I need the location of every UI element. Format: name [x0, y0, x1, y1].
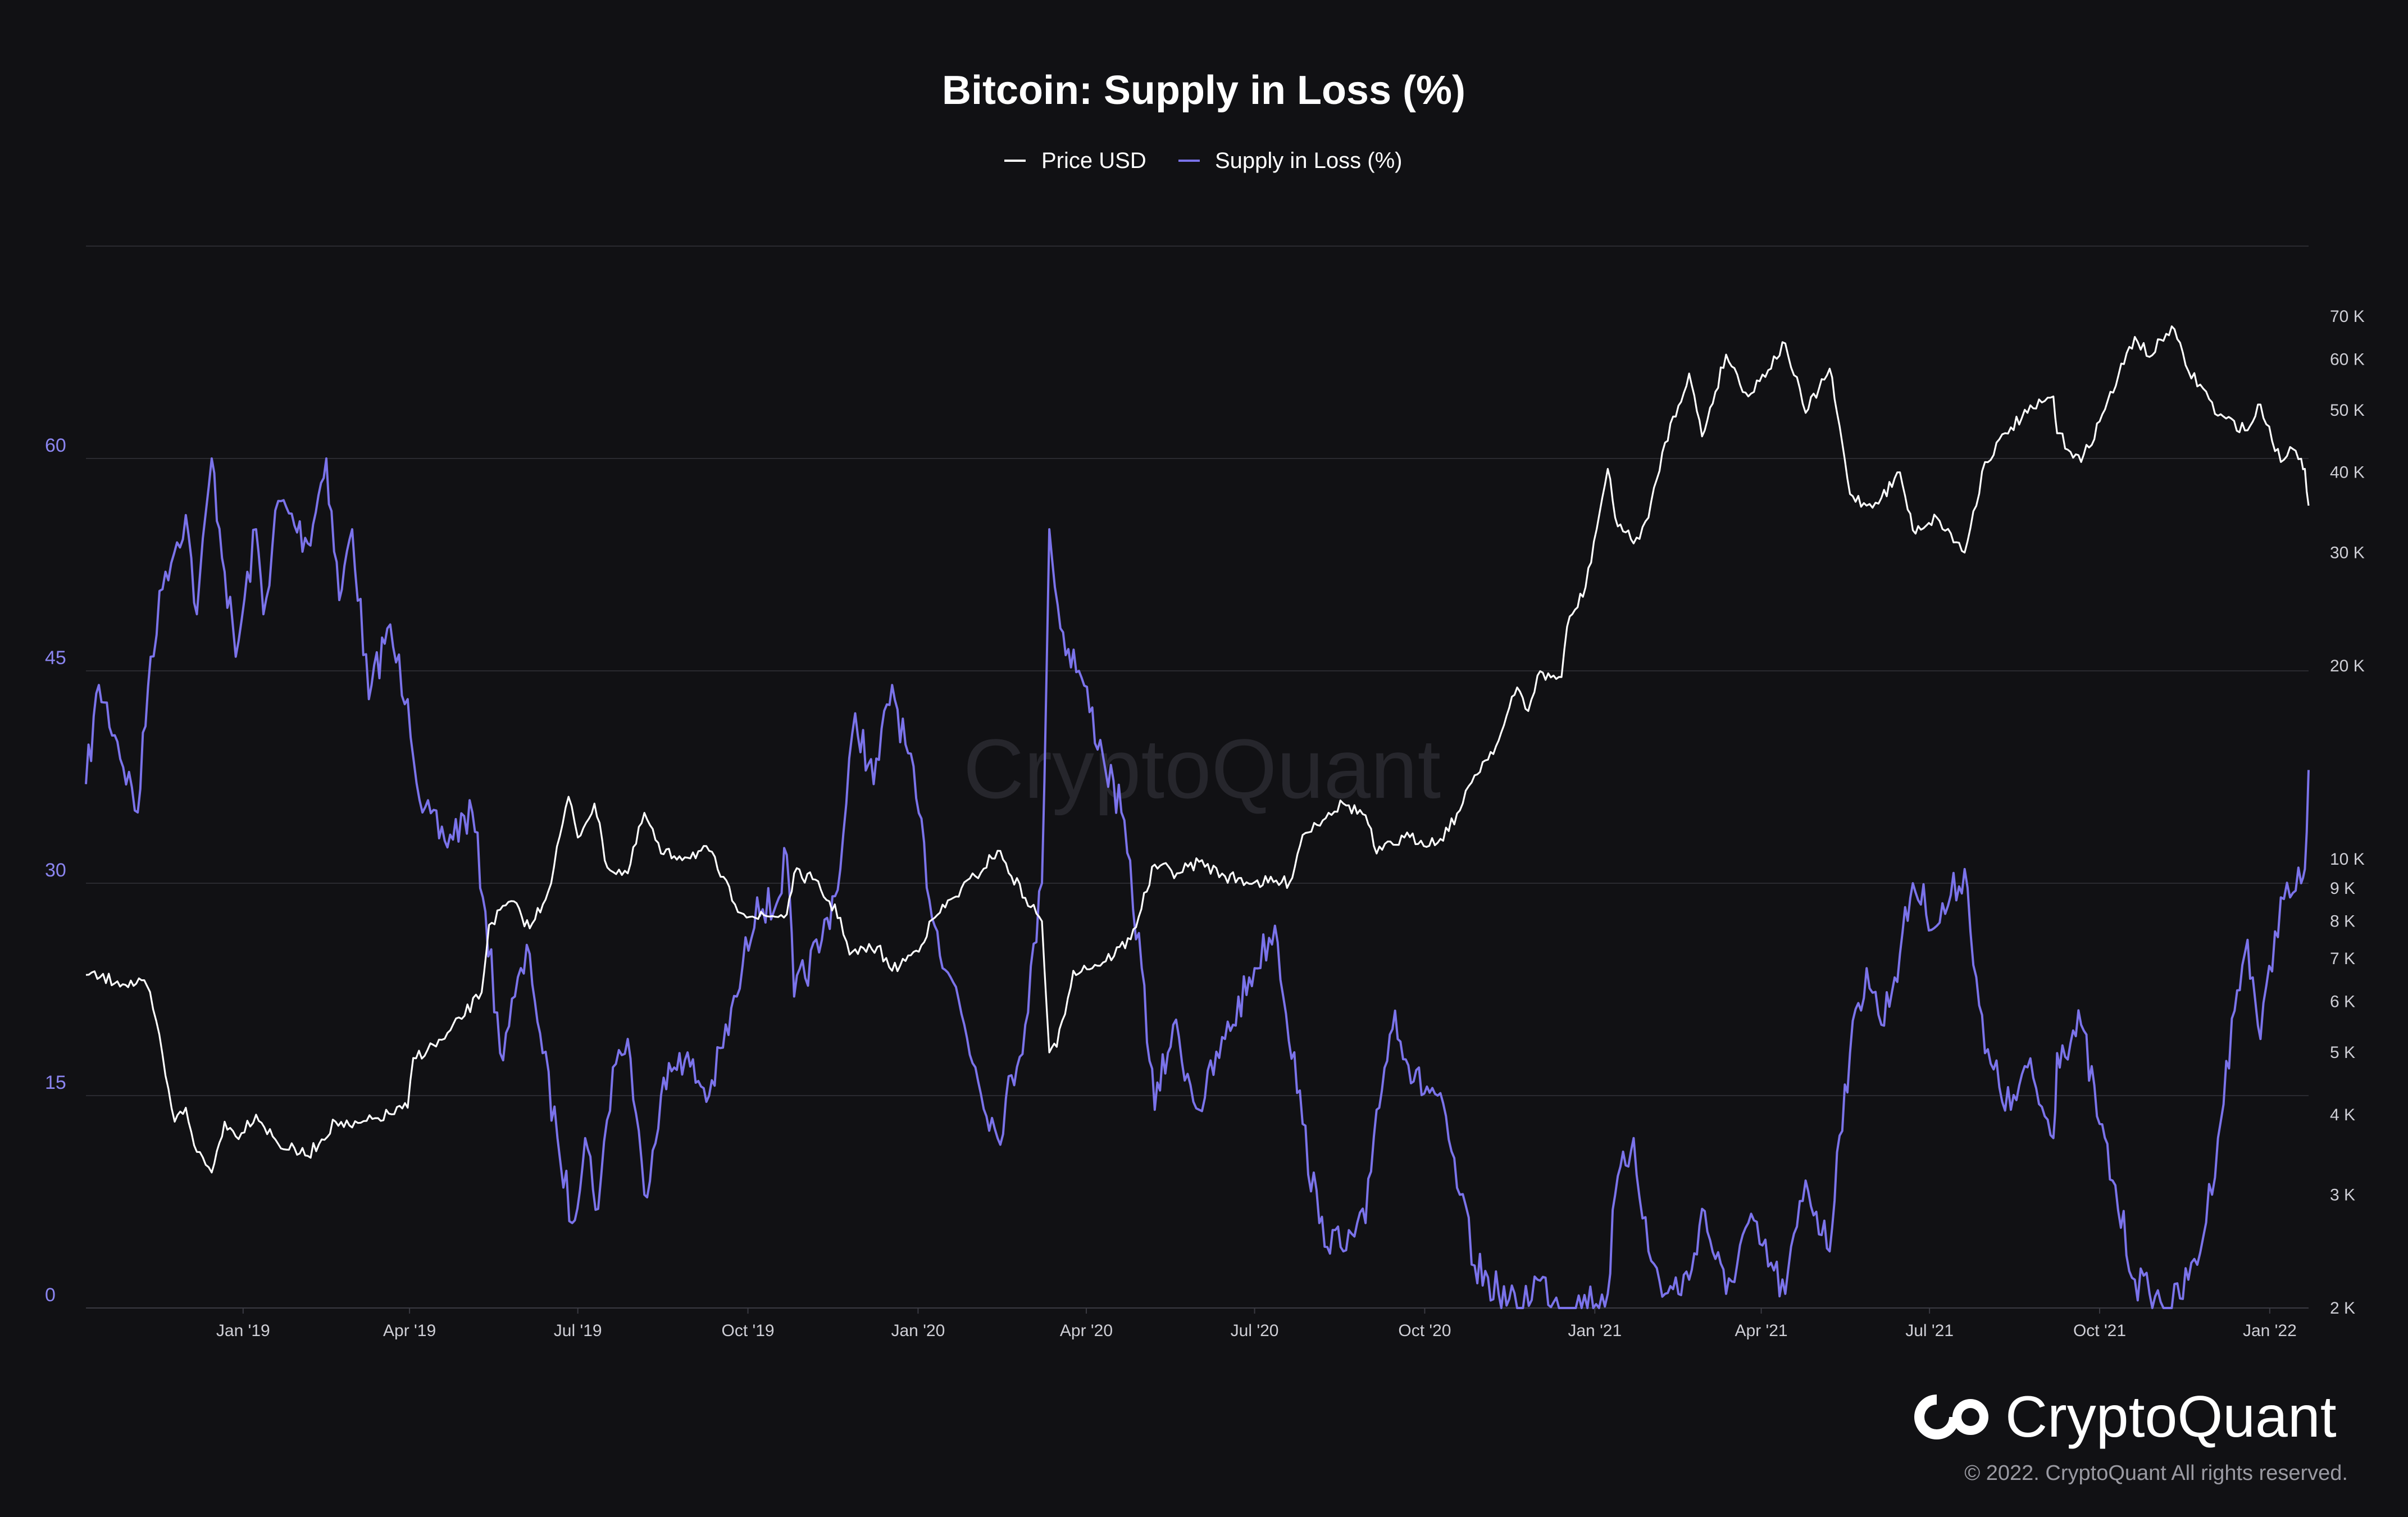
x-tick-label: Oct '19: [721, 1321, 774, 1340]
right-tick-label: 9 K: [2330, 879, 2355, 898]
x-axis: Jan '19 Apr '19 Jul '19 Oct '19 Jan '20 Apr '…: [216, 1308, 2297, 1340]
x-tick-label: Jul '21: [1905, 1321, 1954, 1340]
x-tick-label: Jan '22: [2243, 1321, 2297, 1340]
legend-supply-label: Supply in Loss (%): [1215, 148, 1402, 173]
left-axis: 0 15 30 45 60: [45, 435, 66, 1306]
chart-title: Bitcoin: Supply in Loss (%): [942, 68, 1465, 113]
x-tick-label: Apr '19: [383, 1321, 436, 1340]
brand-name: CryptoQuant: [2005, 1384, 2337, 1450]
legend: Price USD Supply in Loss (%): [1004, 148, 1402, 173]
left-tick-label: 15: [45, 1072, 66, 1093]
right-tick-label: 10 K: [2330, 850, 2365, 869]
right-tick-label: 20 K: [2330, 657, 2365, 675]
x-tick-label: Oct '20: [1398, 1321, 1451, 1340]
series-price-usd-line: [85, 325, 2310, 1174]
right-tick-label: 50 K: [2330, 401, 2365, 420]
x-tick-label: Jul '20: [1231, 1321, 1279, 1340]
left-tick-label: 45: [45, 647, 66, 669]
x-tick-label: Jan '19: [216, 1321, 270, 1340]
right-tick-label: 2 K: [2330, 1299, 2355, 1318]
copyright-text: © 2022. CryptoQuant All rights reserved.: [1964, 1461, 2348, 1485]
right-tick-label: 60 K: [2330, 350, 2365, 369]
right-axis: 2 K 3 K 4 K 5 K 6 K 7 K 8 K 9 K 10 K 20 K 30 K 40 K…: [2330, 307, 2365, 1318]
legend-price-label: Price USD: [1041, 148, 1146, 173]
right-tick-label: 8 K: [2330, 912, 2355, 931]
x-tick-label: Apr '20: [1060, 1321, 1113, 1340]
cryptoquant-logo: CryptoQuant: [1914, 1384, 2337, 1450]
left-tick-label: 30: [45, 860, 66, 881]
left-tick-label: 0: [45, 1284, 56, 1306]
x-tick-label: Jan '20: [891, 1321, 945, 1340]
x-tick-label: Jan '21: [1568, 1321, 1622, 1340]
right-tick-label: 3 K: [2330, 1186, 2355, 1205]
series-supply-in-loss-line: [85, 457, 2310, 1309]
x-tick-label: Oct '21: [2073, 1321, 2126, 1340]
right-tick-label: 7 K: [2330, 950, 2355, 968]
right-tick-label: 6 K: [2330, 993, 2355, 1011]
right-tick-label: 70 K: [2330, 307, 2365, 326]
right-tick-label: 5 K: [2330, 1043, 2355, 1062]
left-tick-label: 60: [45, 435, 66, 456]
grid: [86, 246, 2309, 1096]
x-tick-label: Apr '21: [1735, 1321, 1788, 1340]
right-tick-label: 40 K: [2330, 464, 2365, 482]
right-tick-label: 4 K: [2330, 1106, 2355, 1124]
right-tick-label: 30 K: [2330, 543, 2365, 562]
x-tick-label: Jul '19: [554, 1321, 602, 1340]
watermark: CryptoQuant: [963, 721, 1441, 816]
